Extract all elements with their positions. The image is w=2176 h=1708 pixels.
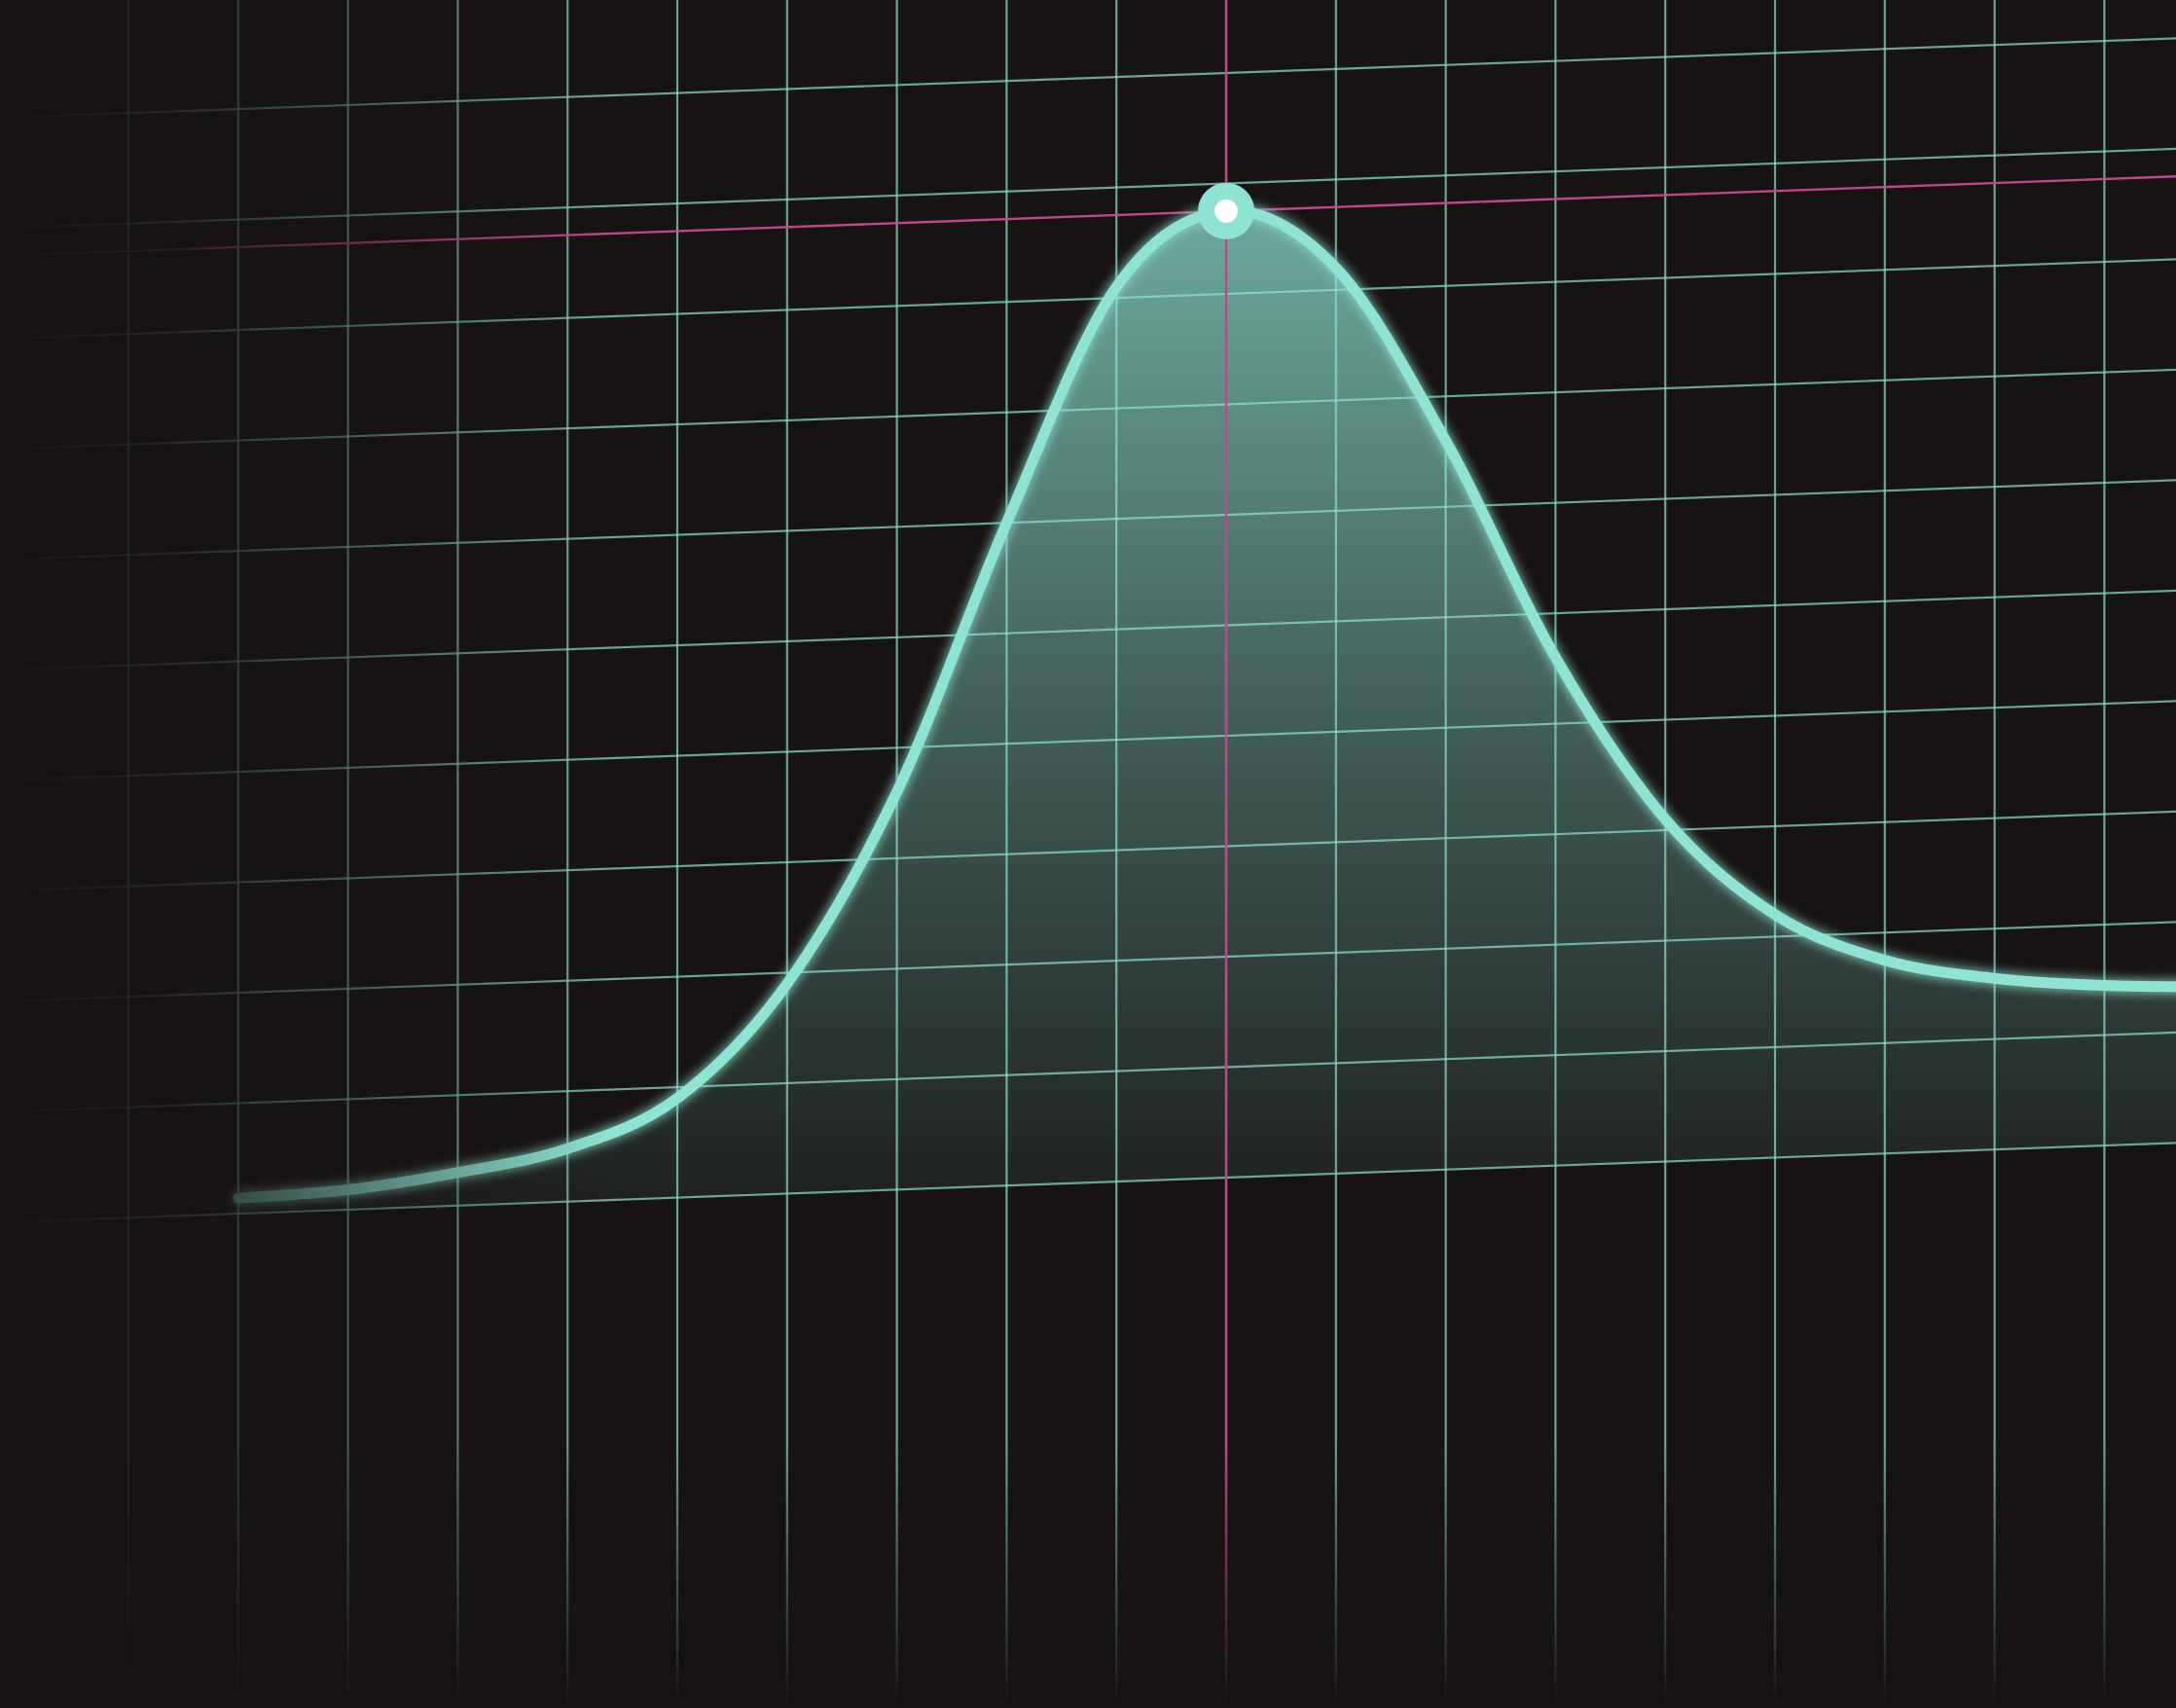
bottom-fade-overlay (0, 1440, 2176, 1708)
peak-marker-dot[interactable] (1215, 199, 1238, 223)
peak-marker[interactable] (1198, 182, 1254, 239)
